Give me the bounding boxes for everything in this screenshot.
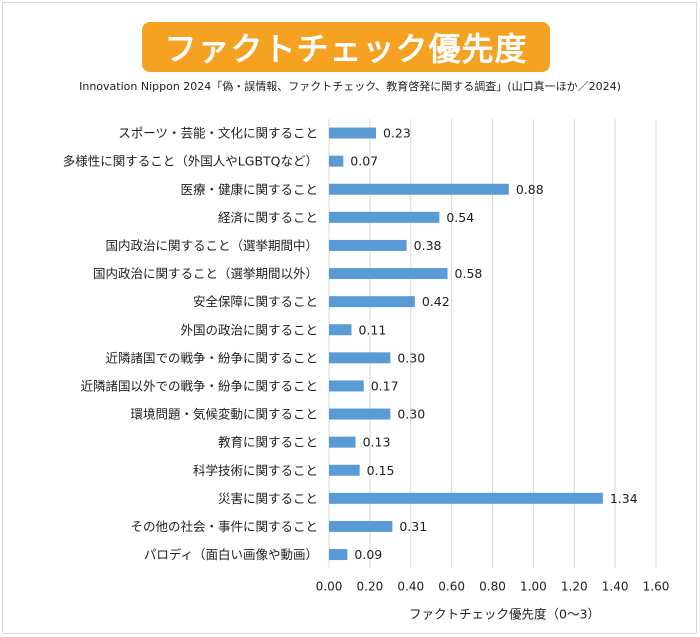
data-label: 0.13	[363, 435, 391, 450]
category-label: パロディ（面白い画像や動画）	[144, 547, 318, 562]
bar	[329, 549, 348, 561]
category-label: 科学技術に関すること	[193, 463, 318, 478]
bar	[329, 155, 344, 167]
x-axis-label: ファクトチェック優先度（0〜3）	[409, 607, 600, 622]
title-banner: ファクトチェック優先度	[142, 22, 550, 72]
data-label: 0.31	[399, 519, 427, 534]
x-tick-label: 0.40	[397, 580, 424, 594]
data-label: 0.09	[354, 547, 382, 562]
x-tick-label: 1.60	[643, 580, 670, 594]
x-tick-label: 0.60	[438, 580, 465, 594]
bar	[329, 296, 415, 308]
bar	[329, 352, 391, 364]
data-label: 0.54	[446, 210, 474, 225]
bar	[329, 520, 393, 532]
data-label: 0.11	[358, 322, 386, 337]
data-label: 1.34	[610, 491, 638, 506]
category-label: 外国の政治に関すること	[180, 322, 318, 337]
data-label: 0.17	[371, 378, 399, 393]
category-label: 環境問題・気候変動に関すること	[130, 407, 318, 422]
category-label: 医療・健康に関すること	[180, 182, 318, 197]
data-label: 0.58	[455, 266, 483, 281]
data-label: 0.15	[367, 463, 395, 478]
category-label: 多様性に関すること（外国人やLGBTQなど）	[63, 154, 318, 169]
data-label: 0.07	[350, 154, 378, 169]
bar	[329, 464, 360, 476]
category-label: 近隣諸国での戦争・紛争に関すること	[105, 350, 318, 365]
category-label: 国内政治に関すること（選挙期間中）	[105, 238, 318, 253]
data-label: 0.88	[516, 182, 544, 197]
data-label: 0.42	[422, 294, 450, 309]
x-tick-label: 0.80	[479, 580, 506, 594]
bar	[329, 211, 440, 223]
category-label: スポーツ・芸能・文化に関すること	[118, 126, 318, 141]
chart-title: ファクトチェック優先度	[164, 30, 528, 68]
bar	[329, 268, 448, 280]
bar	[329, 324, 352, 336]
bar	[329, 408, 391, 420]
category-label: 経済に関すること	[218, 210, 318, 225]
data-label: 0.23	[383, 126, 411, 141]
category-label: 国内政治に関すること（選挙期間以外）	[93, 266, 318, 281]
data-label: 0.38	[414, 238, 442, 253]
bar	[329, 492, 603, 504]
category-label: 災害に関すること	[218, 491, 318, 506]
bar	[329, 183, 509, 195]
x-tick-label: 0.00	[316, 580, 343, 594]
category-label: 安全保障に関すること	[193, 294, 318, 309]
bar	[329, 436, 356, 448]
category-label: 教育に関すること	[218, 435, 318, 450]
x-tick-label: 1.20	[561, 580, 588, 594]
x-tick-label: 1.00	[520, 580, 547, 594]
data-label: 0.30	[397, 350, 425, 365]
data-label: 0.30	[397, 407, 425, 422]
category-label: その他の社会・事件に関すること	[130, 519, 318, 534]
bar	[329, 239, 407, 251]
bar	[329, 380, 364, 392]
bar	[329, 127, 377, 139]
x-tick-label: 0.20	[357, 580, 384, 594]
chart-subtitle: Innovation Nippon 2024「偽・誤情報、ファクトチェック、教育…	[79, 80, 621, 93]
category-label: 近隣諸国以外での戦争・紛争に関すること	[80, 378, 318, 393]
x-tick-label: 1.40	[602, 580, 629, 594]
